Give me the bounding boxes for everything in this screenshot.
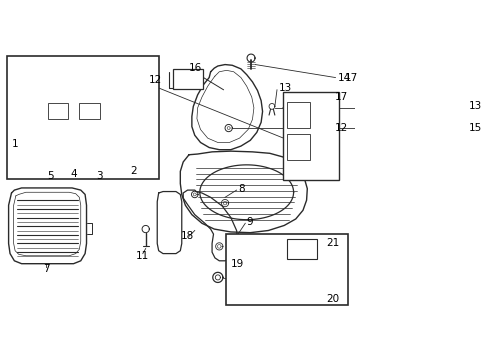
Text: 21: 21 (326, 238, 339, 248)
Text: 14: 14 (338, 73, 351, 82)
Bar (287, 134, 310, 160)
Text: 1: 1 (11, 139, 18, 149)
Text: 9: 9 (246, 217, 253, 227)
Text: 13: 13 (278, 83, 292, 93)
Text: 8: 8 (238, 184, 245, 194)
Text: 19: 19 (231, 259, 244, 269)
Text: 12: 12 (335, 123, 348, 133)
Text: 16: 16 (189, 63, 202, 73)
Text: 11: 11 (136, 251, 149, 261)
Bar (226, 234, 348, 305)
Bar (287, 102, 310, 128)
Bar (287, 239, 318, 259)
Text: 2: 2 (130, 166, 136, 176)
Text: 12: 12 (148, 76, 162, 85)
Text: 20: 20 (326, 294, 339, 304)
Text: 4: 4 (70, 169, 77, 179)
Bar (173, 69, 203, 89)
Bar (283, 92, 339, 180)
Text: 15: 15 (469, 123, 482, 133)
Text: 5: 5 (47, 171, 54, 181)
Text: 18: 18 (180, 231, 194, 241)
Text: 17: 17 (335, 92, 348, 102)
Text: 13: 13 (469, 102, 482, 111)
Bar (7, 56, 159, 179)
Text: 10: 10 (245, 276, 258, 286)
Text: 3: 3 (96, 171, 103, 181)
Text: 17: 17 (345, 73, 358, 82)
Text: 6: 6 (296, 138, 302, 148)
Bar (49, 103, 69, 119)
Text: 7: 7 (43, 265, 49, 274)
Bar (79, 103, 99, 119)
